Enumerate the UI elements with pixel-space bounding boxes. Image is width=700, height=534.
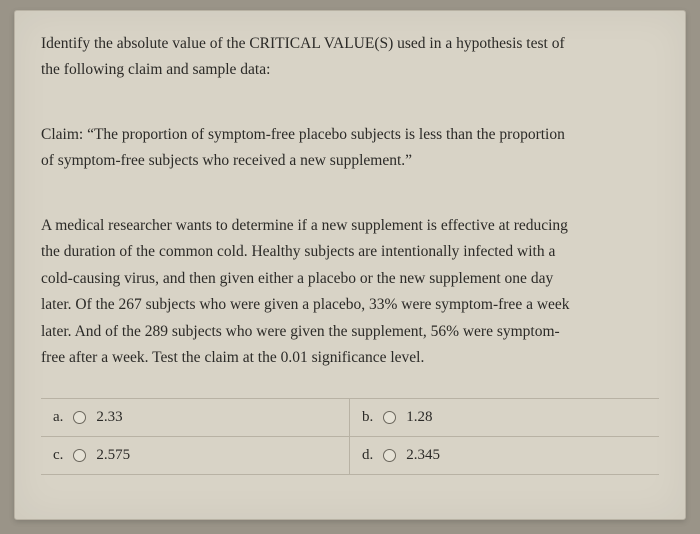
radio-icon[interactable] — [383, 449, 396, 462]
option-letter: a. — [53, 409, 63, 426]
intro-line: Identify the absolute value of the CRITI… — [41, 33, 659, 55]
option-d[interactable]: d. 2.345 — [350, 437, 659, 475]
radio-icon[interactable] — [73, 449, 86, 462]
question-scenario: A medical researcher wants to determine … — [41, 215, 659, 370]
claim-line: Claim: “The proportion of symptom-free p… — [41, 124, 659, 146]
option-letter: b. — [362, 409, 373, 426]
option-value: 2.345 — [406, 447, 440, 464]
scenario-line: A medical researcher wants to determine … — [41, 215, 659, 237]
option-c[interactable]: c. 2.575 — [41, 437, 350, 475]
scenario-line: later. And of the 289 subjects who were … — [41, 321, 659, 343]
intro-line: the following claim and sample data: — [41, 59, 659, 81]
option-b[interactable]: b. 1.28 — [350, 399, 659, 437]
scenario-line: free after a week. Test the claim at the… — [41, 347, 659, 369]
option-value: 1.28 — [406, 409, 432, 426]
scenario-line: later. Of the 267 subjects who were give… — [41, 294, 659, 316]
scenario-line: cold-causing virus, and then given eithe… — [41, 268, 659, 290]
option-a[interactable]: a. 2.33 — [41, 399, 350, 437]
option-value: 2.575 — [96, 447, 130, 464]
question-claim: Claim: “The proportion of symptom-free p… — [41, 124, 659, 173]
claim-line: of symptom-free subjects who received a … — [41, 150, 659, 172]
radio-icon[interactable] — [383, 411, 396, 424]
question-card: Identify the absolute value of the CRITI… — [14, 10, 686, 520]
option-letter: d. — [362, 447, 373, 464]
question-body: Identify the absolute value of the CRITI… — [41, 33, 659, 370]
question-intro: Identify the absolute value of the CRITI… — [41, 33, 659, 82]
scenario-line: the duration of the common cold. Healthy… — [41, 241, 659, 263]
radio-icon[interactable] — [73, 411, 86, 424]
option-value: 2.33 — [96, 409, 122, 426]
option-letter: c. — [53, 447, 63, 464]
answer-options: a. 2.33 b. 1.28 c. 2.575 d. 2.345 — [41, 398, 659, 475]
